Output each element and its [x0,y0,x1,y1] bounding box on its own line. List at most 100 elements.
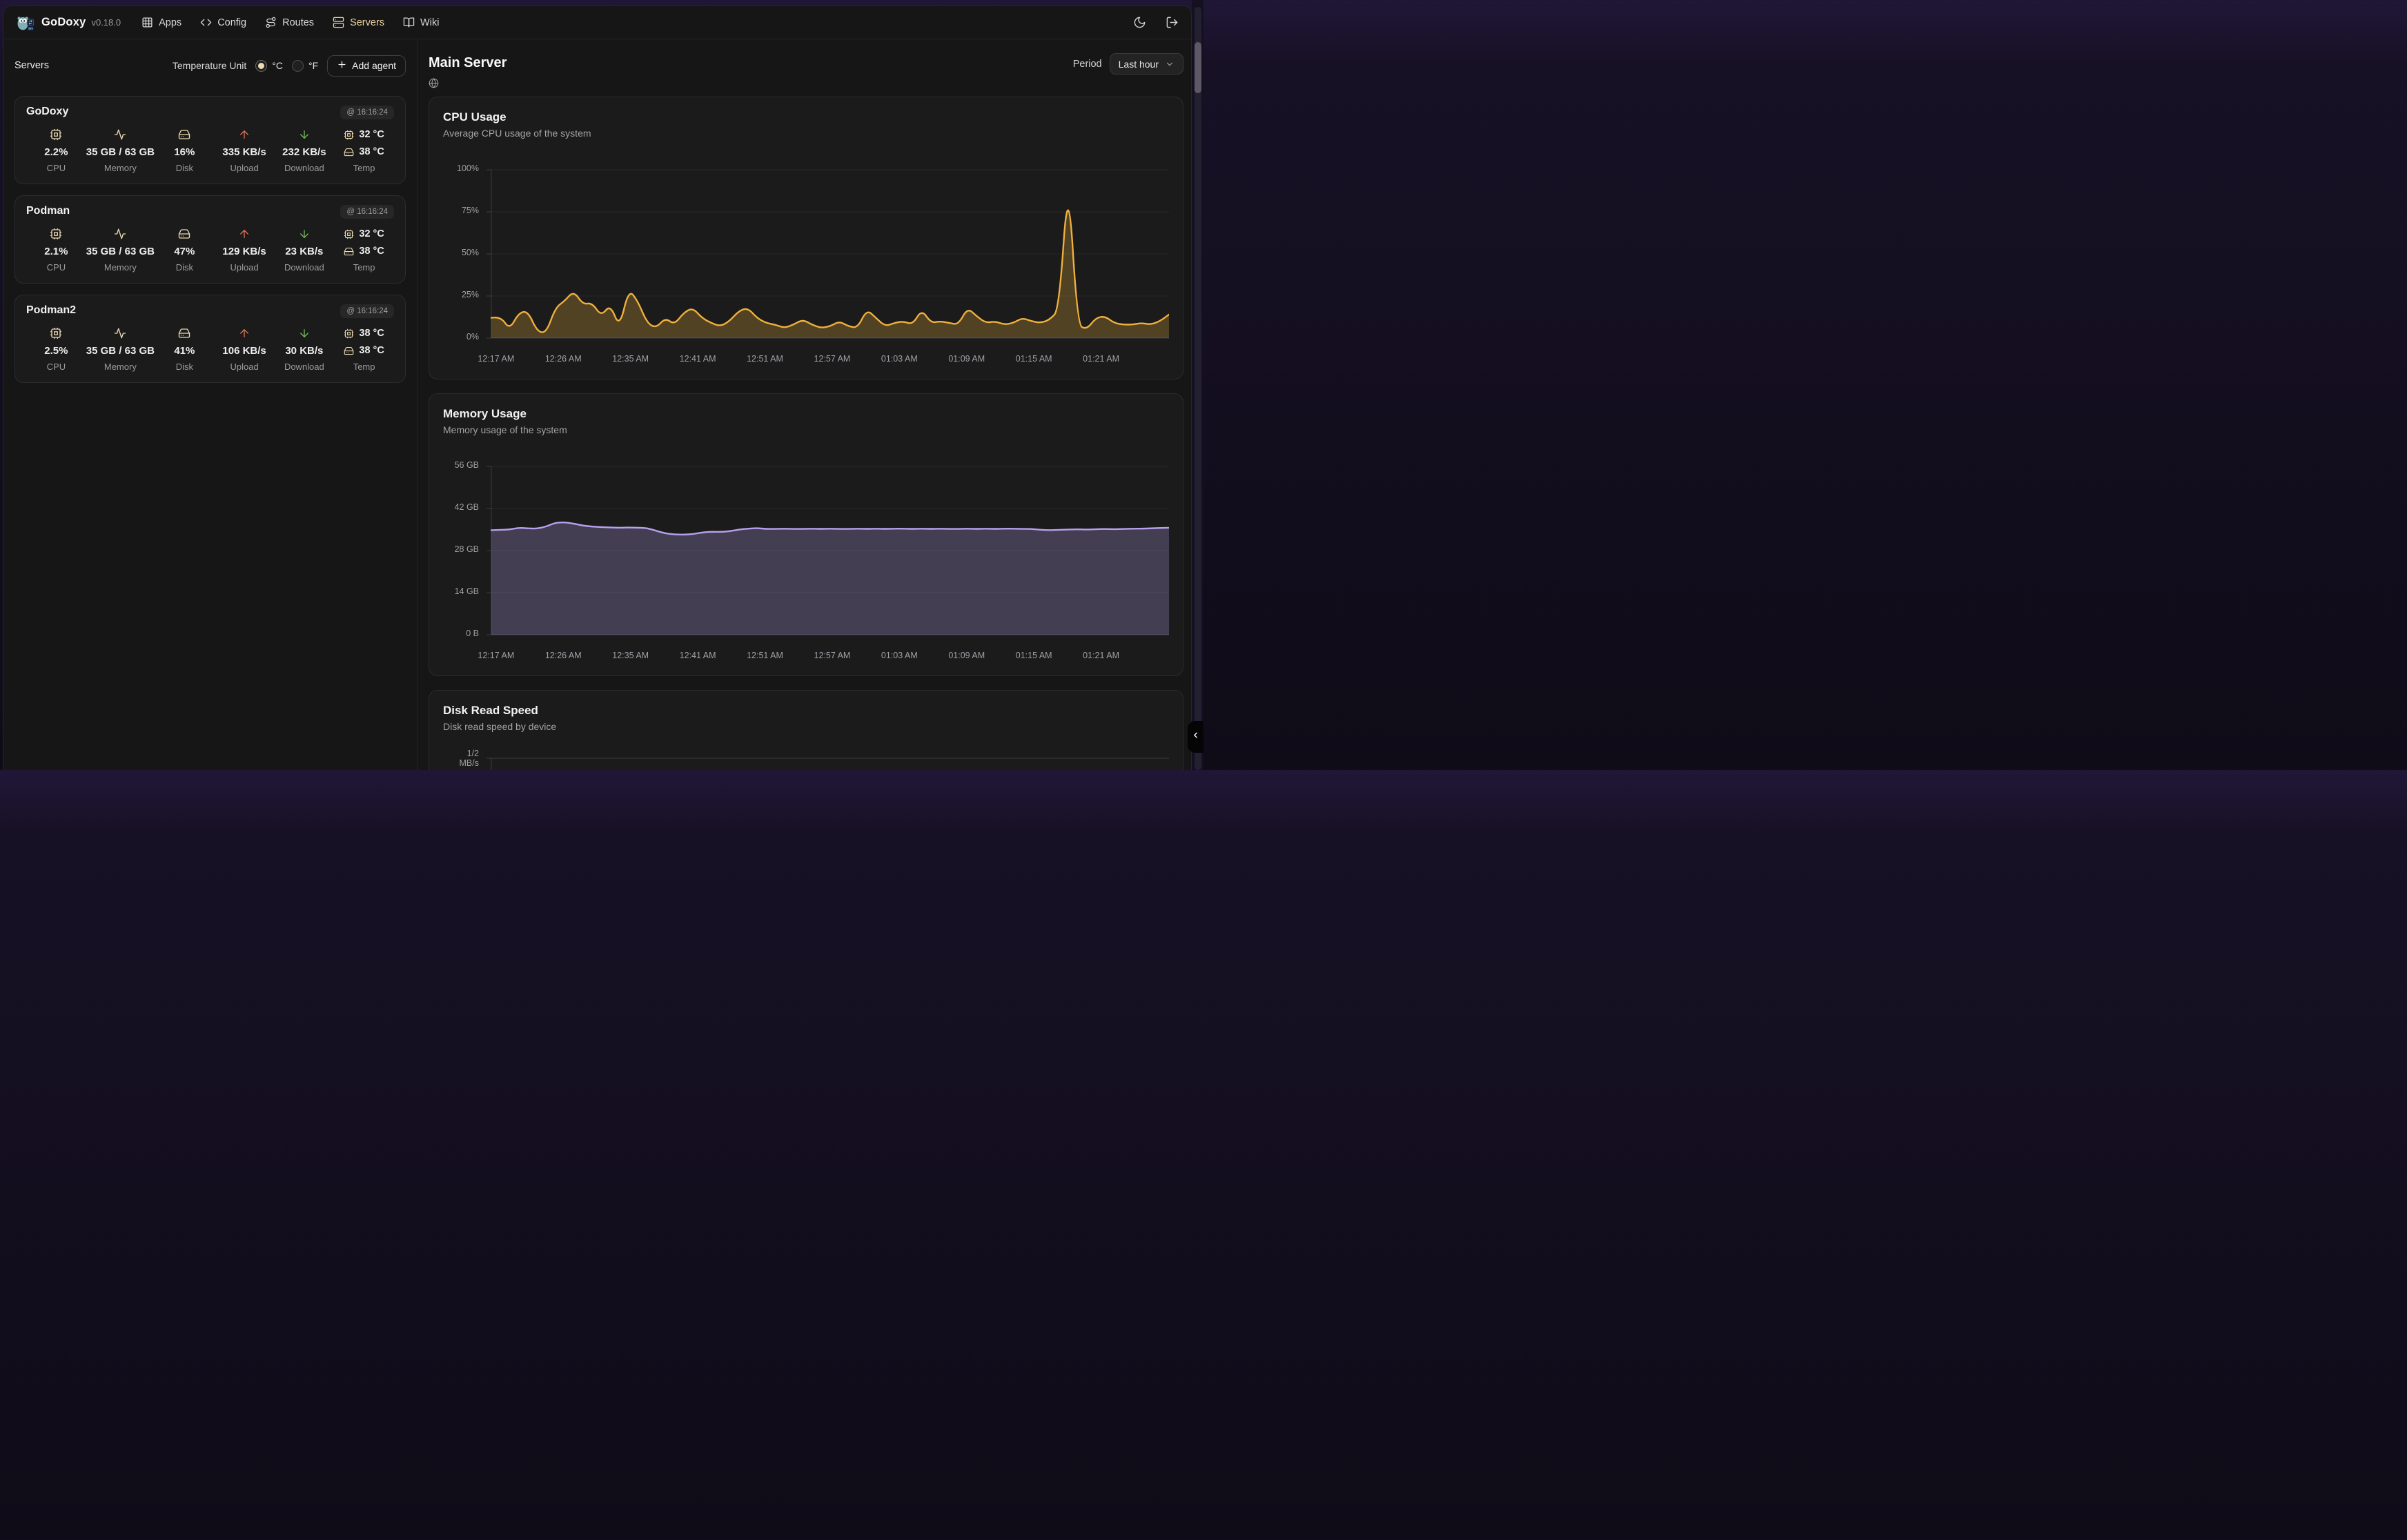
x-tick-label: 12:57 AM [814,354,851,364]
x-tick-label: 12:41 AM [679,354,716,364]
memory-stat: 35 GB / 63 GB Memory [86,327,155,372]
chart-subtitle: Disk read speed by device [443,721,557,732]
x-tick-label: 12:17 AM [478,354,515,364]
add-agent-label: Add agent [352,60,396,71]
x-axis: 12:17 AM 12:26 AM 12:35 AM 12:41 AM 12:51 AM… [478,348,1169,369]
nav-item-config[interactable]: Config [200,17,246,28]
temperature-unit-label: Temperature Unit [172,60,247,71]
disk-stat: 16% Disk [155,128,215,173]
disk-read-speed-chart-card: Disk Read Speed Disk read speed by devic… [429,690,1183,770]
app-body: Servers Temperature Unit °C °F Add agent [3,39,1191,770]
chart-subtitle: Memory usage of the system [443,424,567,435]
server-stats: 2.2% CPU 35 GB / 63 GB Memory 16% Disk 3… [26,128,394,173]
cpu-stat: 2.5% CPU [26,327,86,372]
temp-stat: 32 °C 38 °C Temp [334,128,394,173]
server-stats: 2.5% CPU 35 GB / 63 GB Memory 41% Disk 1… [26,327,394,372]
add-agent-button[interactable]: Add agent [327,55,406,77]
x-tick-label: 12:35 AM [612,651,649,660]
memory-usage-chart-card: Memory Usage Memory usage of the system … [429,393,1183,676]
temp-unit-celsius-radio[interactable]: °C [255,59,283,72]
arrow-down-icon [298,228,311,240]
drawer-collapse-tab[interactable] [1188,721,1204,753]
servers-sidebar: Servers Temperature Unit °C °F Add agent [3,39,417,770]
server-card-list: GoDoxy @ 16:16:24 2.2% CPU 35 GB / 63 GB… [14,96,406,383]
disk-stat: 47% Disk [155,228,215,273]
cpu-stat: 2.2% CPU [26,128,86,173]
x-axis: 12:17 AM 12:26 AM 12:35 AM 12:41 AM 12:51 AM… [478,645,1169,666]
hard-drive-icon [344,147,354,157]
chart-subtitle: Average CPU usage of the system [443,128,591,139]
y-tick-label: 1/2 MB/s [459,749,479,768]
x-tick-label: 01:03 AM [881,651,918,660]
sidebar-header: Servers Temperature Unit °C °F Add agent [14,55,406,77]
nav-items: Apps Config Routes Servers Wiki [141,17,439,28]
download-stat: 23 KB/s Download [274,228,334,273]
activity-icon [114,128,126,141]
last-update-badge: @ 16:16:24 [340,106,394,119]
code-icon [200,17,212,28]
server-card-godoxy[interactable]: GoDoxy @ 16:16:24 2.2% CPU 35 GB / 63 GB… [14,96,406,184]
chart-title: CPU Usage [443,110,507,124]
y-tick-label: 0% [466,332,479,342]
server-card-header: Podman @ 16:16:24 [26,205,394,219]
y-tick-label: 25% [461,290,479,299]
temp-stat: 32 °C 38 °C Temp [334,228,394,273]
download-stat: 30 KB/s Download [274,327,334,372]
server-stats: 2.1% CPU 35 GB / 63 GB Memory 47% Disk 1… [26,228,394,273]
period-select[interactable]: Last hour [1109,53,1183,75]
upload-stat: 129 KB/s Upload [215,228,275,273]
y-tick-label: 0 B [466,629,479,638]
memory-plot: 56 GB 42 GB 28 GB 14 GB 0 B [443,460,1169,638]
plot-area [486,169,1169,339]
disk-temp-row: 38 °C [344,245,384,257]
top-navbar: GoDoxy v0.18.0 Apps Config Routes Server… [3,6,1191,39]
upload-stat: 106 KB/s Upload [215,327,275,372]
period-control: Period Last hour [1073,53,1183,75]
scrollbar-thumb[interactable] [1195,42,1201,93]
x-tick-label: 01:09 AM [948,651,985,660]
cpu-temp-row: 32 °C [344,228,384,240]
temp-unit-fahrenheit-radio[interactable]: °F [292,59,318,72]
x-tick-label: 01:03 AM [881,354,918,364]
main-content: Main Server Period Last hour CPU Usage A… [417,39,1191,770]
x-tick-label: 12:41 AM [679,651,716,660]
last-update-badge: @ 16:16:24 [340,304,394,318]
sidebar-title: Servers [14,60,49,71]
scrollbar-track[interactable] [1195,7,1201,770]
period-value: Last hour [1118,58,1159,70]
y-tick-label: 42 GB [454,502,479,512]
x-tick-label: 01:15 AM [1015,651,1052,660]
cpu-usage-chart-card: CPU Usage Average CPU usage of the syste… [429,97,1183,379]
disk-stat: 41% Disk [155,327,215,372]
hard-drive-icon [178,327,190,339]
nav-item-routes[interactable]: Routes [265,17,314,28]
x-tick-label: 12:26 AM [544,651,582,660]
chart-title: Disk Read Speed [443,704,538,717]
nav-item-servers[interactable]: Servers [333,17,384,28]
x-tick-label: 01:15 AM [1015,354,1052,364]
celsius-label: °C [272,60,283,71]
grid-icon [141,17,153,28]
hard-drive-icon [344,346,354,356]
dark-mode-icon[interactable] [1133,16,1146,29]
navbar-right [1133,16,1179,29]
cpu-temp-row: 38 °C [344,327,384,339]
arrow-up-icon [238,228,250,240]
plus-icon [337,59,347,72]
arrow-down-icon [298,327,311,339]
server-card-podman2[interactable]: Podman2 @ 16:16:24 2.5% CPU 35 GB / 63 G… [14,295,406,383]
logout-icon[interactable] [1166,16,1179,29]
book-open-icon [403,17,415,28]
memory-stat: 35 GB / 63 GB Memory [86,228,155,273]
server-card-podman[interactable]: Podman @ 16:16:24 2.1% CPU 35 GB / 63 GB… [14,195,406,284]
cpu-icon [344,229,354,239]
sidebar-header-controls: Temperature Unit °C °F Add agent [173,55,406,77]
plot-area [486,466,1169,635]
server-card-header: Podman2 @ 16:16:24 [26,304,394,318]
x-tick-label: 01:21 AM [1083,651,1120,660]
cpu-icon [50,228,62,240]
nav-item-apps[interactable]: Apps [141,17,181,28]
right-edge-strip [1192,0,1204,770]
y-tick-label: 28 GB [454,544,479,554]
nav-item-wiki[interactable]: Wiki [403,17,439,28]
